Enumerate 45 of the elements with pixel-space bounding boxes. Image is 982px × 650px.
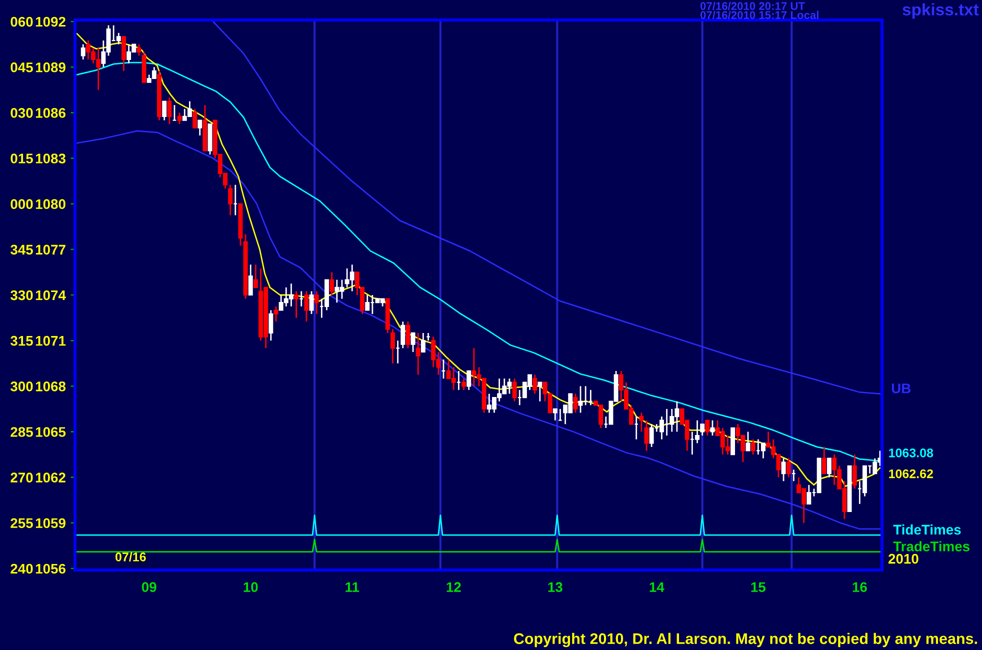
text: spkiss.txt: [902, 3, 979, 19]
y3-tick-label: 240: [10, 564, 33, 574]
annotation: 1063.08: [889, 448, 934, 458]
y-tick-label: 1062: [36, 472, 66, 482]
y-tick-label: 1056: [36, 564, 66, 574]
series-label: UB: [892, 384, 911, 394]
x-tick-label: 14: [650, 582, 664, 592]
y2-tick-label: 045: [10, 62, 33, 72]
series-label: TradeTimes: [893, 541, 970, 552]
y3-tick-label: 285: [10, 427, 33, 437]
y2-tick-label: 000: [10, 199, 33, 210]
series-label: TideTimes: [893, 524, 961, 535]
y-tick-label: 1086: [36, 108, 66, 118]
y3-tick-label: 255: [10, 518, 33, 528]
y-tick-label: 1068: [36, 381, 66, 392]
text: 07/16/2010 15:17 Local: [700, 10, 818, 20]
y-tick-label: 1092: [36, 16, 66, 27]
text: 07/16/2010 20:17 UT: [700, 2, 805, 10]
annotation: 1062.62: [889, 469, 933, 478]
y-tick-label: 1080: [36, 199, 66, 210]
y2-tick-label: 030: [10, 108, 33, 118]
text: Copyright 2010, Dr. Al Larson. May not be copied by any means.: [514, 632, 977, 648]
x-tick-label: 12: [446, 582, 461, 592]
x-tick-label: 10: [244, 582, 258, 592]
y-tick-label: 1083: [36, 154, 66, 164]
x-tick-label: 11: [346, 582, 360, 592]
y3-tick-label: 315: [10, 336, 33, 346]
text: 2010: [888, 554, 918, 564]
y-tick-label: 1059: [36, 518, 66, 528]
y-tick-label: 1089: [36, 62, 66, 72]
x-tick-label: 16: [852, 582, 867, 592]
y2-tick-label: 015: [10, 154, 33, 164]
y3-tick-label: 345: [10, 244, 33, 255]
y-tick-label: 1065: [36, 427, 66, 437]
y-tick-label: 1071: [36, 336, 66, 346]
x-tick-label: 13: [548, 582, 562, 592]
y3-tick-label: 270: [10, 472, 33, 482]
y-tick-label: 1074: [36, 290, 66, 300]
annotation: 07/16: [115, 552, 146, 562]
x-tick-label: 15: [751, 582, 766, 592]
y-tick-label: 1077: [36, 244, 66, 255]
y3-tick-label: 300: [10, 381, 33, 392]
y3-tick-label: 330: [10, 290, 33, 300]
y2-tick-label: 060: [10, 16, 33, 27]
x-tick-label: 09: [142, 582, 156, 592]
